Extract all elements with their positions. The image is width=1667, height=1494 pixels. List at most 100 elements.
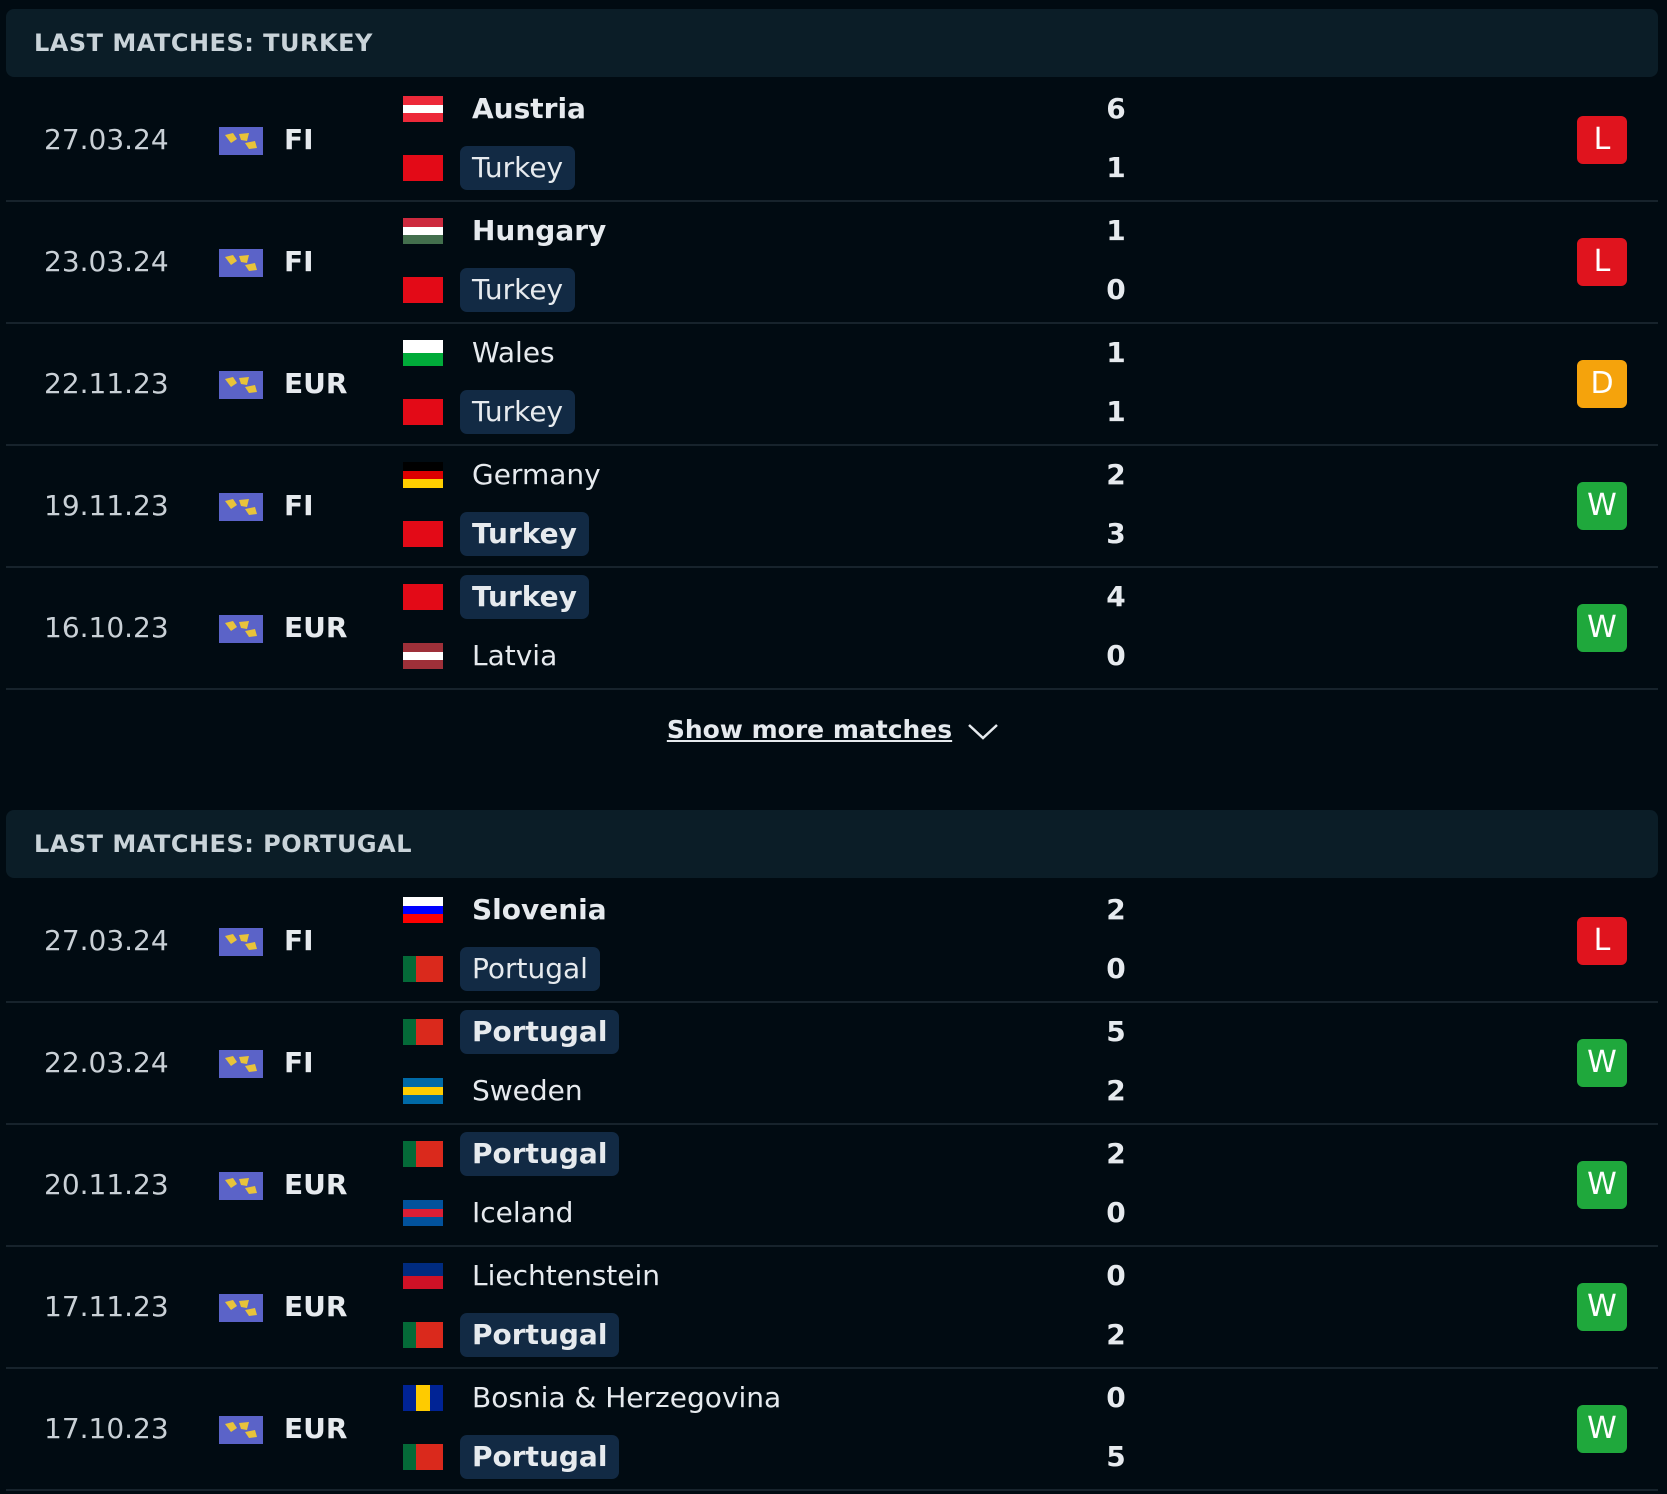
show-more[interactable]: Show more matches: [0, 715, 1667, 744]
league-name: EUR: [284, 367, 348, 400]
section-title: LAST MATCHES: PORTUGAL: [34, 830, 412, 858]
league-icon: [219, 1294, 263, 1322]
match-date: 27.03.24: [44, 924, 169, 957]
team-score: 0: [1106, 1196, 1126, 1229]
section-header: LAST MATCHES: PORTUGAL: [6, 810, 1658, 878]
team-flag: [403, 96, 443, 122]
match-row[interactable]: 17.11.23 EUR Liechtenstein 0 Portugal 2 W: [6, 1247, 1658, 1369]
team-score: 2: [1106, 458, 1126, 491]
league-icon: [219, 249, 263, 277]
league-name: FI: [284, 924, 314, 957]
league-name: EUR: [284, 611, 348, 644]
league-icon: [219, 928, 263, 956]
team-score: 1: [1106, 214, 1126, 247]
league-name: FI: [284, 123, 314, 156]
team-score: 1: [1106, 395, 1126, 428]
team-name: Portugal: [460, 1132, 620, 1176]
team-flag: [403, 897, 443, 923]
match-row[interactable]: 17.10.23 EUR Bosnia & Herzegovina 0 Portugal…: [6, 1369, 1658, 1491]
team-name: Germany: [472, 458, 601, 491]
team-name: Portugal: [460, 1435, 620, 1479]
team-score: 6: [1106, 92, 1126, 125]
team-name: Portugal: [460, 1313, 620, 1357]
team-name: Turkey: [460, 390, 576, 434]
team-score: 2: [1106, 893, 1126, 926]
league-flag: [219, 493, 263, 525]
team-name: Latvia: [472, 639, 558, 672]
match-row[interactable]: 27.03.24 FI Slovenia 2 Portugal 0 L: [6, 881, 1658, 1003]
team-name: Turkey: [460, 575, 589, 619]
match-date: 17.11.23: [44, 1290, 169, 1323]
result-badge: W: [1577, 604, 1627, 652]
team-name: Liechtenstein: [472, 1259, 661, 1292]
result-badge: W: [1577, 1039, 1627, 1087]
match-row[interactable]: 22.11.23 EUR Wales 1 Turkey 1 D: [6, 324, 1658, 446]
league-icon: [219, 1172, 263, 1200]
team-name: Turkey: [460, 146, 576, 190]
team-name: Iceland: [472, 1196, 574, 1229]
team-flag: [403, 218, 443, 244]
team-name: Turkey: [460, 268, 576, 312]
team-flag: [403, 340, 443, 366]
team-name: Austria: [472, 92, 586, 125]
team-flag: [403, 584, 443, 610]
league-flag: [219, 249, 263, 281]
league-name: EUR: [284, 1290, 348, 1323]
team-score: 2: [1106, 1318, 1126, 1351]
team-name: Wales: [472, 336, 555, 369]
team-score: 0: [1106, 1259, 1126, 1292]
match-row[interactable]: 23.03.24 FI Hungary 1 Turkey 0 L: [6, 202, 1658, 324]
league-flag: [219, 928, 263, 960]
match-date: 27.03.24: [44, 123, 169, 156]
team-score: 1: [1106, 336, 1126, 369]
chevron[interactable]: [966, 720, 1000, 742]
match-date: 17.10.23: [44, 1412, 169, 1445]
team-flag: [403, 155, 443, 181]
match-row[interactable]: 22.03.24 FI Portugal 5 Sweden 2 W: [6, 1003, 1658, 1125]
match-date: 22.03.24: [44, 1046, 169, 1079]
team-flag: [403, 462, 443, 488]
league-name: FI: [284, 245, 314, 278]
league-flag: [219, 1416, 263, 1448]
match-row[interactable]: 27.03.24 FI Austria 6 Turkey 1 L: [6, 80, 1658, 202]
result-badge: W: [1577, 482, 1627, 530]
league-flag: [219, 1294, 263, 1326]
match-row[interactable]: 16.10.23 EUR Turkey 4 Latvia 0 W: [6, 568, 1658, 690]
league-flag: [219, 615, 263, 647]
match-row[interactable]: 20.11.23 EUR Portugal 2 Iceland 0 W: [6, 1125, 1658, 1247]
show-more-link[interactable]: Show more matches: [666, 715, 953, 744]
league-name: FI: [284, 489, 314, 522]
league-icon: [219, 493, 263, 521]
team-name: Bosnia & Herzegovina: [472, 1381, 782, 1414]
result-badge: W: [1577, 1161, 1627, 1209]
league-icon: [219, 615, 263, 643]
team-name: Slovenia: [472, 893, 607, 926]
league-flag: [219, 371, 263, 403]
result-badge: W: [1577, 1405, 1627, 1453]
team-flag: [403, 399, 443, 425]
match-date: 16.10.23: [44, 611, 169, 644]
team-score: 0: [1106, 639, 1126, 672]
team-name: Turkey: [460, 512, 589, 556]
team-flag: [403, 1263, 443, 1289]
team-name: Portugal: [460, 1010, 620, 1054]
team-score: 2: [1106, 1074, 1126, 1107]
match-row[interactable]: 19.11.23 FI Germany 2 Turkey 3 W: [6, 446, 1658, 568]
team-flag: [403, 1444, 443, 1470]
team-score: 5: [1106, 1440, 1126, 1473]
team-flag: [403, 277, 443, 303]
league-flag: [219, 1172, 263, 1204]
team-flag: [403, 1322, 443, 1348]
team-flag: [403, 1019, 443, 1045]
team-flag: [403, 521, 443, 547]
section-header: LAST MATCHES: TURKEY: [6, 9, 1658, 77]
team-score: 0: [1106, 1381, 1126, 1414]
team-score: 1: [1106, 151, 1126, 184]
result-badge: L: [1577, 238, 1627, 286]
result-badge: L: [1577, 917, 1627, 965]
result-badge: L: [1577, 116, 1627, 164]
team-flag: [403, 643, 443, 669]
team-flag: [403, 1200, 443, 1226]
team-score: 4: [1106, 580, 1126, 613]
